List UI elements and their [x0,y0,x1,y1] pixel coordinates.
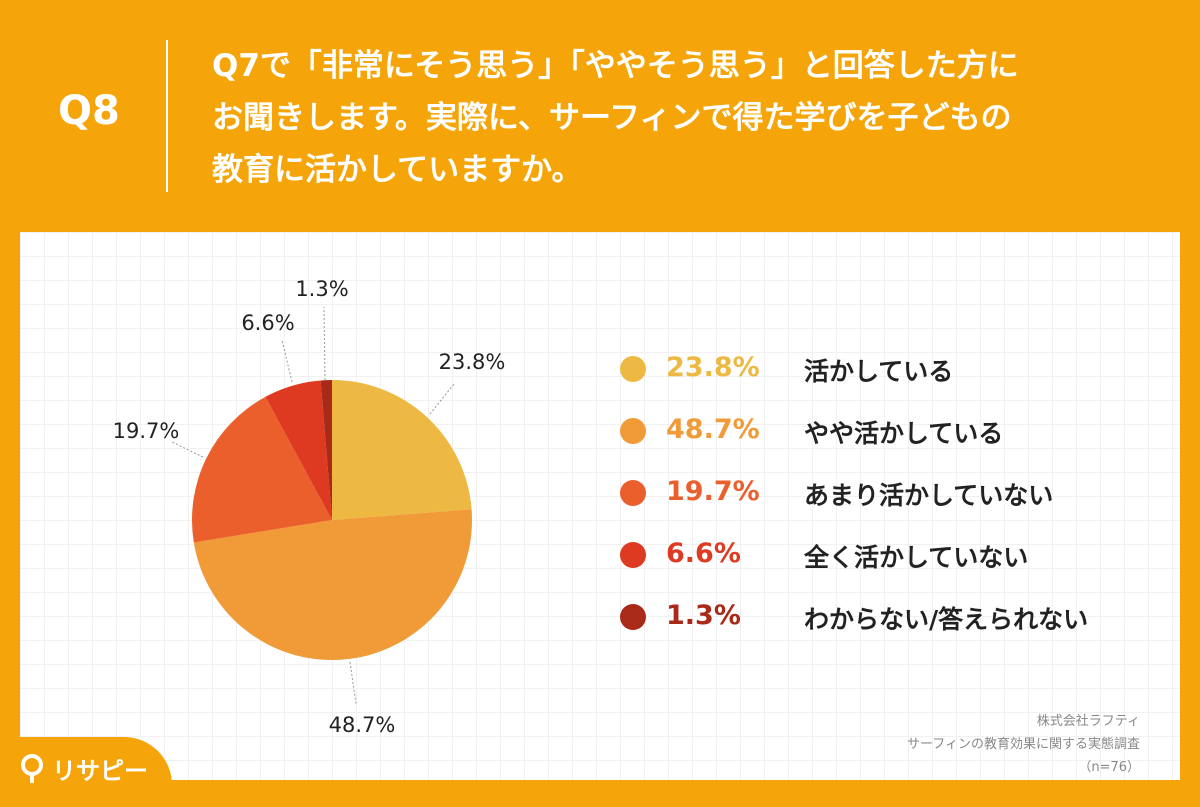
pie-slice [265,380,332,520]
legend-dot [620,356,646,382]
legend-dot [620,480,646,506]
source-note: 株式会社ラフティ サーフィンの教育効果に関する実態調査 （n=76） [907,710,1140,779]
leader-line [429,383,455,415]
slice-percent-label: 23.8% [439,350,506,374]
legend-label: 活かしている [804,357,954,386]
legend-label: わからない/答えられない [804,605,1089,634]
legend-dot [620,542,646,568]
header-divider [166,40,168,192]
leader-line [171,441,204,458]
slice-percent-label: 1.3% [295,277,348,301]
leader-line [349,661,357,705]
slice-percent-label: 6.6% [241,311,294,335]
pie-slice [192,396,332,543]
chart-panel: 23.8% 48.7% 19.7% 6.6% 1.3% 23.8% 活かしている 48.… [20,232,1180,780]
pie-slice [332,380,472,520]
logo-text: リサピー [52,757,148,785]
question-line-1: Q7で「非常にそう思う」「ややそう思う」と回答した方に [212,48,1019,84]
legend-dot [620,418,646,444]
source-survey: サーフィンの教育効果に関する実態調査 [907,737,1140,752]
magnifier-icon [21,754,43,783]
question-text: Q7で「非常にそう思う」「ややそう思う」と回答した方に お聞きします。実際に、サ… [212,40,1172,196]
leader-line [281,339,293,383]
pie-chart: 23.8% 48.7% 19.7% 6.6%1.3% [113,277,506,737]
question-number: Q8 [58,88,120,134]
pie-slice [193,509,473,660]
leader-line [323,306,326,381]
legend-dot [620,604,646,630]
question-line-2: お聞きします。実際に、サーフィンで得た学びを子どもの [212,100,1012,136]
slice-percent-label: 48.7% [329,713,396,737]
legend-label: やや活かしている [804,419,1004,448]
legend-percent: 1.3% [666,600,741,631]
legend-percent: 23.8% [666,352,760,383]
source-company: 株式会社ラフティ [1036,714,1140,729]
logo: リサピー [0,737,172,807]
legend-percent: 19.7% [666,476,760,507]
legend-label: あまり活かしていない [804,481,1054,510]
legend-percent: 48.7% [666,414,760,445]
source-sample-size: （n=76） [1078,760,1140,775]
pie-slice [320,380,332,520]
legend-label: 全く活かしていない [804,543,1029,572]
slice-percent-label: 19.7% [113,419,180,443]
legend-percent: 6.6% [666,538,741,569]
question-line-3: 教育に活かしていますか。 [212,152,583,188]
